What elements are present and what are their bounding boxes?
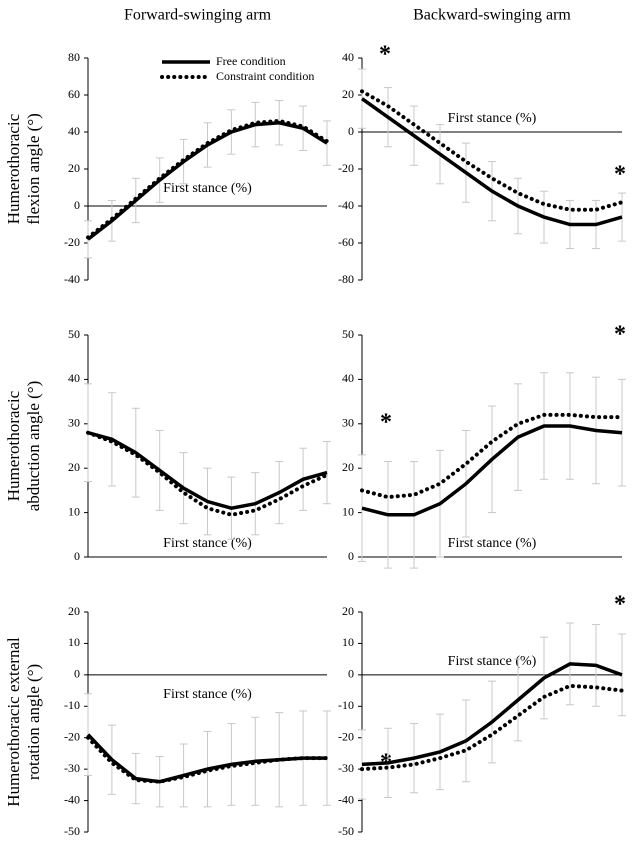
y-tick-label: 10 xyxy=(68,635,80,649)
series-line xyxy=(86,735,329,784)
y-tick-label: 20 xyxy=(68,604,80,618)
series-line xyxy=(361,662,623,767)
y-tick-label: 20 xyxy=(342,604,354,618)
column-title: Forward-swinging arm xyxy=(124,7,272,24)
y-axis-label: Humerothoracic xyxy=(4,113,23,224)
y-tick-label: 20 xyxy=(342,460,354,474)
y-tick-label: 0 xyxy=(348,124,354,138)
y-tick-label: 80 xyxy=(68,50,80,64)
significance-marker: * xyxy=(614,162,626,188)
y-tick-label: 50 xyxy=(342,327,354,341)
series-line xyxy=(86,430,329,517)
y-tick-label: -40 xyxy=(338,198,354,212)
series-line xyxy=(360,412,624,500)
y-axis-label: rotation angle (°) xyxy=(24,664,43,780)
y-tick-label: 20 xyxy=(68,161,80,175)
series-line xyxy=(86,118,329,240)
y-axis-label: abduction angle (°) xyxy=(24,381,43,511)
x-axis-label: First stance (%) xyxy=(163,181,252,196)
significance-marker: * xyxy=(614,322,626,348)
y-tick-label: -30 xyxy=(338,761,354,775)
y-tick-label: -10 xyxy=(64,698,80,712)
y-tick-label: 20 xyxy=(342,87,354,101)
y-tick-label: -40 xyxy=(64,272,80,286)
y-tick-label: -50 xyxy=(338,824,354,838)
y-tick-label: 10 xyxy=(342,635,354,649)
y-tick-label: -20 xyxy=(338,729,354,743)
y-tick-label: -30 xyxy=(64,761,80,775)
y-tick-label: -10 xyxy=(338,698,354,712)
y-tick-label: -80 xyxy=(338,272,354,286)
y-tick-label: -40 xyxy=(64,792,80,806)
y-tick-label: -60 xyxy=(338,235,354,249)
y-tick-label: 0 xyxy=(348,549,354,563)
y-tick-label: 0 xyxy=(74,667,80,681)
y-tick-label: 30 xyxy=(342,416,354,430)
significance-marker: * xyxy=(614,592,626,618)
y-tick-label: -50 xyxy=(64,824,80,838)
series-line xyxy=(360,89,624,212)
y-tick-label: 20 xyxy=(68,460,80,474)
y-tick-label: 60 xyxy=(68,87,80,101)
significance-marker: * xyxy=(380,410,392,436)
y-tick-label: -40 xyxy=(338,792,354,806)
legend-label: Constraint condition xyxy=(216,69,314,83)
x-axis-label: First stance (%) xyxy=(163,687,252,702)
y-tick-label: 0 xyxy=(74,198,80,212)
x-axis-label: First stance (%) xyxy=(448,111,537,126)
x-axis-label: First stance (%) xyxy=(448,536,537,551)
y-tick-label: 30 xyxy=(68,416,80,430)
x-axis-label: First stance (%) xyxy=(163,536,252,551)
series-line xyxy=(360,97,623,227)
y-tick-label: 10 xyxy=(68,504,80,518)
y-tick-label: 10 xyxy=(342,504,354,518)
y-tick-label: -20 xyxy=(338,161,354,175)
y-tick-label: 50 xyxy=(68,327,80,341)
y-tick-label: 40 xyxy=(68,124,80,138)
y-tick-label: -20 xyxy=(64,235,80,249)
x-axis-label: First stance (%) xyxy=(448,654,537,669)
y-tick-label: 40 xyxy=(342,50,354,64)
y-tick-label: 0 xyxy=(74,549,80,563)
legend-label: Free condition xyxy=(216,54,286,68)
y-tick-label: 40 xyxy=(342,371,354,385)
series-line xyxy=(361,424,623,517)
y-axis-label: Humerothoracic xyxy=(4,390,23,501)
significance-marker: * xyxy=(379,42,391,68)
y-tick-label: 0 xyxy=(348,667,354,681)
y-tick-label: 40 xyxy=(68,371,80,385)
series-line xyxy=(360,683,624,772)
column-title: Backward-swinging arm xyxy=(413,7,571,24)
y-axis-label: flexion angle (°) xyxy=(24,113,43,225)
y-axis-label: Humerothoracic external xyxy=(4,637,23,807)
y-tick-label: -20 xyxy=(64,729,80,743)
